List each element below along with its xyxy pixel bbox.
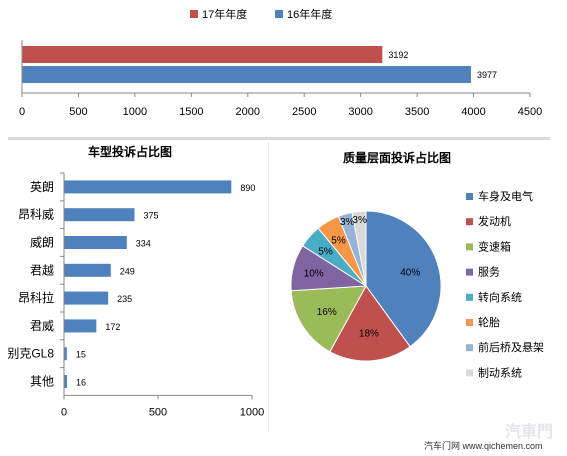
watermark-text: 汽車門	[505, 424, 554, 441]
slice-label: 5%	[331, 236, 346, 247]
quality-complaint-pie-chart: 质量层面投诉占比图 40% 18% 16% 10% 5%5% 3%3% 车身及电气发动机变速箱…	[290, 150, 544, 379]
data-label: 890	[240, 183, 255, 193]
x-tick-label: 500	[149, 406, 167, 418]
legend-label: 制动系统	[478, 366, 522, 379]
x-tick-label: 3000	[348, 106, 372, 118]
pie-slice	[365, 210, 442, 348]
x-tick-label: 1000	[123, 106, 147, 118]
bar	[64, 180, 232, 194]
bar	[64, 208, 135, 222]
pie-slice	[351, 210, 367, 287]
slice-label: 18%	[359, 328, 379, 339]
category-label: 威朗	[30, 236, 54, 250]
x-tick-label: 3500	[405, 106, 429, 118]
bar	[64, 263, 111, 277]
bar	[64, 236, 127, 249]
legend-swatch	[466, 319, 473, 326]
panel-divider	[268, 142, 269, 432]
legend-label: 16年年度	[287, 7, 332, 21]
bar	[64, 375, 68, 388]
legend-label: 前后桥及悬架	[478, 340, 544, 354]
legend-swatch	[466, 268, 473, 276]
slice-label: 3%	[352, 215, 367, 226]
slice-label: 5%	[318, 246, 333, 257]
data-label: 16	[76, 378, 86, 388]
chart-title: 车型投诉占比图	[88, 144, 172, 159]
legend-swatch	[466, 369, 473, 377]
legend-label: 转向系统	[478, 290, 522, 304]
data-label: 3192	[388, 50, 408, 60]
slice-label: 40%	[400, 268, 420, 279]
category-label: 英朗	[30, 180, 54, 194]
x-tick-label: 2500	[292, 106, 316, 118]
data-label: 172	[105, 322, 120, 332]
legend-label: 服务	[478, 266, 500, 279]
legend-swatch	[275, 10, 283, 18]
slice-label: 10%	[304, 269, 324, 280]
x-tick-label: 0	[19, 106, 25, 118]
category-label: 别克GL8	[7, 347, 54, 361]
category-label: 其他	[30, 375, 54, 389]
data-label: 235	[117, 294, 132, 304]
source-credit: 汽车门网 www.qichemen.com	[424, 441, 543, 451]
legend-label: 变速箱	[478, 239, 511, 253]
x-tick-label: 4500	[518, 106, 542, 118]
section-divider	[8, 137, 550, 140]
x-tick-label: 500	[69, 106, 87, 118]
legend-label: 轮胎	[478, 315, 500, 329]
slice-label: 3%	[340, 217, 355, 228]
bar-17	[22, 46, 383, 63]
bar	[64, 291, 109, 305]
legend-swatch	[466, 193, 473, 200]
bar	[64, 319, 97, 333]
legend-label: 17年年度	[202, 7, 247, 21]
data-label: 15	[76, 350, 86, 360]
slice-label: 16%	[317, 307, 337, 318]
x-tick-label: 0	[61, 406, 67, 418]
category-label: 君越	[30, 263, 54, 277]
bar	[64, 347, 67, 361]
year-comparison-chart: 17年年度 16年年度 3192 3977 0 500 1000 1500 2000 2500 30…	[19, 7, 542, 118]
legend-label: 车身及电气	[478, 189, 533, 203]
x-tick-label: 2000	[236, 106, 260, 118]
chart-title: 质量层面投诉占比图	[343, 150, 451, 165]
pie-slice	[290, 285, 367, 353]
legend-swatch	[466, 243, 473, 251]
legend-swatch	[466, 293, 473, 301]
legend-label: 发动机	[478, 214, 511, 228]
category-label: 昂科拉	[18, 290, 54, 305]
data-label: 334	[136, 239, 151, 249]
legend-swatch	[466, 218, 473, 226]
data-label: 375	[144, 211, 159, 221]
data-label: 249	[120, 266, 135, 276]
bar-16	[22, 66, 471, 83]
legend-swatch	[466, 344, 473, 352]
category-label: 君威	[30, 319, 54, 333]
category-label: 昂科威	[18, 208, 54, 222]
legend-swatch	[190, 10, 198, 18]
x-tick-label: 1000	[240, 406, 264, 418]
x-tick-label: 4000	[461, 106, 485, 118]
pie-slice	[329, 285, 411, 362]
data-label: 3977	[477, 70, 497, 80]
x-tick-label: 1500	[179, 106, 203, 118]
